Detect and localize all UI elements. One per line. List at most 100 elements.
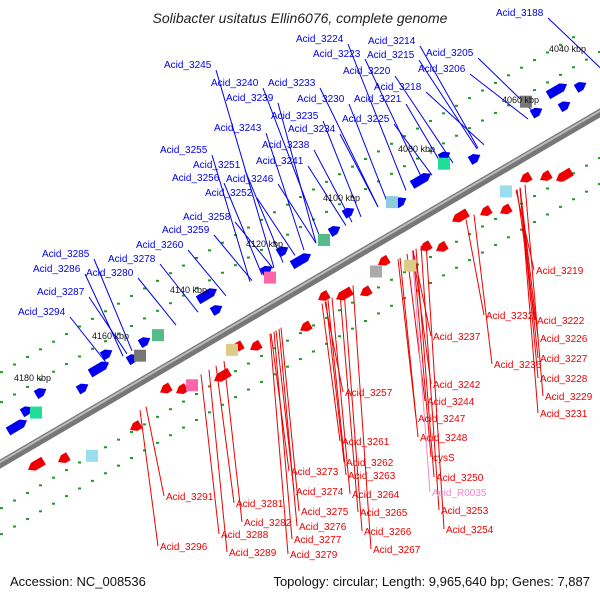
gene-label-forward[interactable]: Acid_3255 <box>160 145 208 156</box>
gene-label-reverse[interactable]: Acid_3264 <box>352 490 400 501</box>
gene-label-forward[interactable]: Acid_3287 <box>37 287 85 298</box>
gene-label-reverse[interactable]: Acid_3229 <box>545 392 593 403</box>
gene-label-forward[interactable]: Acid_3238 <box>262 140 310 151</box>
reverse-gene-shape <box>500 203 513 215</box>
gene-label-forward[interactable]: Acid_3278 <box>108 254 156 265</box>
gene-label-forward[interactable]: Acid_3258 <box>183 212 231 223</box>
label-connector <box>84 273 124 357</box>
gene-label-reverse[interactable]: Acid_3291 <box>166 492 214 503</box>
gene-label-reverse[interactable]: Acid_3261 <box>342 437 390 448</box>
gene-label-reverse[interactable]: Acid_3222 <box>537 316 585 327</box>
gene-label-reverse[interactable]: Acid_3277 <box>294 535 342 546</box>
gene-label-forward[interactable]: Acid_3215 <box>367 50 415 61</box>
gene-label-reverse[interactable]: Acid_3267 <box>373 545 421 556</box>
tick-dot <box>195 392 198 395</box>
label-connector <box>137 277 177 326</box>
gene-label-reverse[interactable]: Acid_3248 <box>420 433 468 444</box>
gene-label-forward[interactable]: Acid_3294 <box>18 307 66 318</box>
label-connector <box>215 69 275 268</box>
gene-label-forward[interactable]: Acid_3218 <box>374 82 422 93</box>
gene-label-reverse[interactable]: Acid_3263 <box>348 471 396 482</box>
gene-label-forward[interactable]: Acid_3246 <box>226 174 274 185</box>
gene-label-reverse[interactable]: Acid_3247 <box>418 414 466 425</box>
gene-label-forward[interactable]: Acid_3243 <box>214 123 262 134</box>
gene-label-reverse[interactable]: Acid_3236 <box>494 360 542 371</box>
gene-label-forward[interactable]: Acid_3285 <box>42 249 90 260</box>
gene-label-reverse[interactable]: Acid_3253 <box>441 506 489 517</box>
gene-label-reverse[interactable]: Acid_3231 <box>540 409 588 420</box>
gene-label-reverse[interactable]: Acid_3265 <box>360 508 408 519</box>
gene-label-forward[interactable]: Acid_3245 <box>164 60 212 71</box>
gene-label-reverse[interactable]: Acid_3288 <box>221 530 269 541</box>
gene-label-reverse[interactable]: Acid_3274 <box>296 487 344 498</box>
gene-label-reverse[interactable]: Acid_3296 <box>160 542 208 553</box>
gene-label-forward[interactable]: Acid_3234 <box>288 124 336 135</box>
gene-label-reverse[interactable]: Acid_3219 <box>536 266 584 277</box>
tick-dot <box>221 271 224 274</box>
tick-dot <box>273 373 276 376</box>
gene-label-forward[interactable]: Acid_3188 <box>496 8 544 19</box>
gene-label-forward[interactable]: Acid_3252 <box>205 188 253 199</box>
gene-label-reverse[interactable]: Acid_3262 <box>346 458 394 469</box>
gene-label-reverse[interactable]: Acid_3242 <box>433 380 481 391</box>
gene-label-forward[interactable]: Acid_3259 <box>162 225 210 236</box>
gene-label-forward[interactable]: Acid_3280 <box>86 268 134 279</box>
gene-label-reverse[interactable]: Acid_3276 <box>299 522 347 533</box>
forward-gene-arrow <box>99 349 113 361</box>
tick-dot <box>455 266 458 269</box>
gene-label-reverse[interactable]: cysS <box>433 453 455 464</box>
gene-label-forward[interactable]: Acid_3220 <box>343 66 391 77</box>
gene-label-forward[interactable]: Acid_3233 <box>268 78 316 89</box>
gene-label-reverse[interactable]: Acid_3257 <box>345 388 393 399</box>
gene-label-reverse[interactable]: Acid_3237 <box>433 332 481 343</box>
gene-label-forward[interactable]: Acid_3225 <box>342 114 390 125</box>
forward-gene-arrow <box>529 107 543 119</box>
gene-label-rna[interactable]: Acid_R0035 <box>432 488 487 499</box>
gene-label-forward[interactable]: Acid_3241 <box>256 156 304 167</box>
label-connector <box>412 250 432 458</box>
gene-label-reverse[interactable]: Acid_3228 <box>540 374 588 385</box>
gene-label-forward[interactable]: Acid_3239 <box>226 93 274 104</box>
gene-label-reverse[interactable]: Acid_3275 <box>301 507 349 518</box>
gene-label-reverse[interactable]: Acid_3244 <box>427 397 475 408</box>
tick-dot <box>377 286 380 289</box>
reverse-gene-arrow <box>160 382 173 394</box>
gene-label-forward[interactable]: Acid_3206 <box>418 64 466 75</box>
gene-label-reverse[interactable]: Acid_3232 <box>486 311 534 322</box>
gene-label-forward[interactable]: Acid_3286 <box>33 264 81 275</box>
reverse-gene-shape <box>540 170 553 181</box>
gene-label-forward[interactable]: Acid_3223 <box>313 49 361 60</box>
gene-label-reverse[interactable]: Acid_3282 <box>244 518 292 529</box>
gene-label-reverse[interactable]: Acid_3289 <box>229 548 277 559</box>
forward-gene-arrow <box>137 337 151 349</box>
tick-dot <box>559 73 562 76</box>
label-connector <box>234 221 274 269</box>
tick-dot <box>156 279 159 282</box>
gene-label-reverse[interactable]: Acid_3254 <box>446 525 494 536</box>
gene-label-forward[interactable]: Acid_3256 <box>172 173 220 184</box>
gene-label-forward[interactable]: Acid_3214 <box>368 36 416 47</box>
gene-label-reverse[interactable]: Acid_3279 <box>290 550 338 561</box>
gene-label-forward[interactable]: Acid_3205 <box>426 48 474 59</box>
label-connector <box>223 360 243 523</box>
gene-label-reverse[interactable]: Acid_3266 <box>364 527 412 538</box>
genome-backbone <box>0 108 600 469</box>
gene-label-forward[interactable]: Acid_3221 <box>354 94 402 105</box>
gene-label-reverse[interactable]: Acid_3226 <box>540 334 588 345</box>
gene-label-forward[interactable]: Acid_3260 <box>136 240 184 251</box>
gene-label-forward[interactable]: Acid_3230 <box>297 94 345 105</box>
gene-label-forward[interactable]: Acid_3251 <box>193 160 241 171</box>
gene-label-reverse[interactable]: Acid_3281 <box>236 499 284 510</box>
gene-label-forward[interactable]: Acid_3224 <box>296 34 344 45</box>
tick-dot <box>338 335 341 338</box>
forward-gene-shape <box>137 337 151 349</box>
tick-dot <box>39 348 42 351</box>
tick-dot <box>78 487 81 490</box>
gene-label-reverse[interactable]: Acid_3250 <box>436 473 484 484</box>
gene-label-reverse[interactable]: Acid_3273 <box>291 467 339 478</box>
gene-label-forward[interactable]: Acid_3240 <box>211 78 259 89</box>
feature-block <box>500 185 512 198</box>
reverse-gene-arrow <box>452 208 470 223</box>
gene-label-forward[interactable]: Acid_3235 <box>271 111 319 122</box>
gene-label-reverse[interactable]: Acid_3227 <box>540 354 588 365</box>
